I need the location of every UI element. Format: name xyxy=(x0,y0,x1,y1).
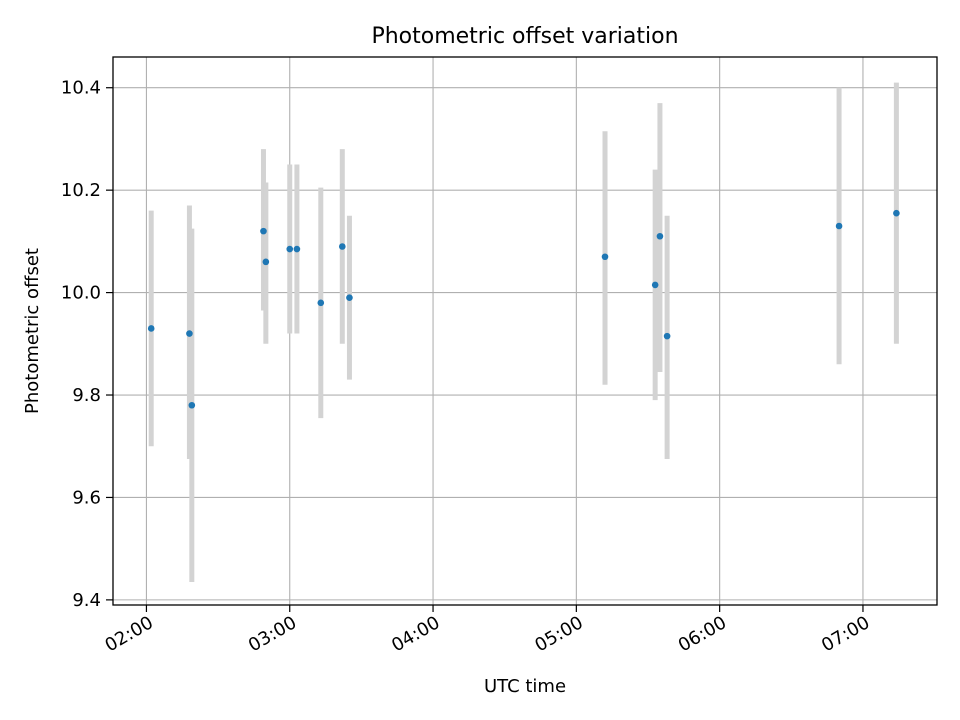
y-axis-label: Photometric offset xyxy=(22,248,43,414)
data-point xyxy=(186,330,193,337)
y-axis-ticks: 9.4 9.6 9.8 10.0 10.2 10.4 xyxy=(61,78,113,611)
y-tick-label: 9.6 xyxy=(72,487,101,508)
y-tick-label: 10.0 xyxy=(61,283,101,304)
plot-frame xyxy=(112,56,938,606)
data-point xyxy=(260,227,267,235)
x-axis-ticks: 02:00 03:00 04:00 05:00 06:00 07:00 xyxy=(102,605,873,656)
y-tick-label: 10.2 xyxy=(61,180,101,201)
data-point xyxy=(262,258,270,266)
x-tick-label: 04:00 xyxy=(388,612,443,656)
data-point xyxy=(663,332,671,340)
error-bars xyxy=(148,82,899,582)
data-point xyxy=(651,281,659,289)
y-tick-label: 9.4 xyxy=(72,590,101,611)
x-tick-label: 07:00 xyxy=(818,612,873,656)
x-tick-label: 06:00 xyxy=(675,612,730,656)
y-tick-label: 9.8 xyxy=(72,385,101,406)
data-point xyxy=(317,299,325,307)
data-point xyxy=(601,253,609,261)
y-tick-label: 10.4 xyxy=(61,78,101,99)
data-point xyxy=(835,222,843,230)
data-point xyxy=(346,294,353,302)
data-point xyxy=(338,243,346,250)
chart-title: Photometric offset variation xyxy=(371,24,678,49)
data-point xyxy=(293,245,301,253)
data-point xyxy=(147,325,155,332)
data-point xyxy=(188,401,196,409)
data-point xyxy=(656,232,664,240)
x-tick-label: 03:00 xyxy=(245,612,300,656)
data-markers xyxy=(147,209,900,409)
x-tick-label: 05:00 xyxy=(531,612,586,656)
x-tick-label: 02:00 xyxy=(102,612,157,656)
data-point xyxy=(286,245,294,253)
x-axis-label: UTC time xyxy=(484,676,566,697)
grid-lines xyxy=(113,57,937,605)
data-point xyxy=(893,209,900,217)
